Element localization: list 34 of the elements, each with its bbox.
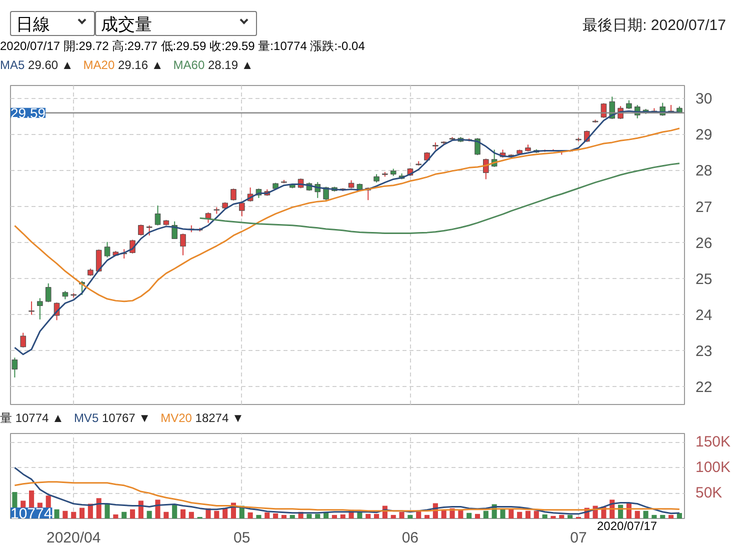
text: MV5 — [74, 411, 99, 425]
text: 2020/07/17 — [597, 518, 658, 535]
y-tick-label: 100K — [696, 459, 731, 476]
chart-subtitle: 2020/07/17 開:29.72 高:29.77 低:29.59 收:29.59 量:10774 漲跌:-0.04 — [0, 38, 365, 55]
text: 28.19 ▲ — [208, 58, 254, 72]
text: 量 10774 ▲ — [0, 411, 64, 425]
x-tick-label: 07 — [570, 530, 587, 546]
y-tick-label: 150K — [696, 434, 731, 451]
text: 29.60 ▲ — [28, 58, 74, 72]
y-tick-label: 30 — [696, 90, 712, 108]
x-tick-label: 2020/04 — [46, 530, 101, 546]
y-tick-label: 26 — [696, 234, 712, 252]
text: 18274 ▼ — [195, 411, 244, 425]
y-tick-label: 25 — [696, 270, 712, 288]
ref-line-label: 29.59 — [10, 104, 46, 121]
y-tick-label: 28 — [696, 162, 712, 180]
text: MV20 — [160, 411, 192, 425]
x-tick-label: 06 — [402, 530, 419, 546]
annotation: 10774 — [10, 506, 52, 523]
text: MA5 — [0, 58, 25, 72]
text: MA60 — [173, 58, 205, 72]
y-tick-label: 23 — [696, 342, 712, 360]
y-tick-label: 27 — [696, 198, 712, 216]
text: MA20 — [83, 58, 115, 72]
x-tick-label: 05 — [234, 530, 250, 546]
chart-title: 最後日期: 2020/07/17 — [582, 16, 726, 36]
y-tick-label: 50K — [696, 484, 722, 502]
text: 日線 — [10, 11, 95, 36]
y-tick-label: 24 — [696, 306, 712, 324]
text: 10767 ▼ — [102, 411, 151, 425]
y-tick-label: 29 — [696, 126, 712, 144]
text: 成交量 — [95, 11, 257, 36]
y-tick-label: 22 — [696, 378, 712, 396]
text: 29.16 ▲ — [118, 58, 164, 72]
